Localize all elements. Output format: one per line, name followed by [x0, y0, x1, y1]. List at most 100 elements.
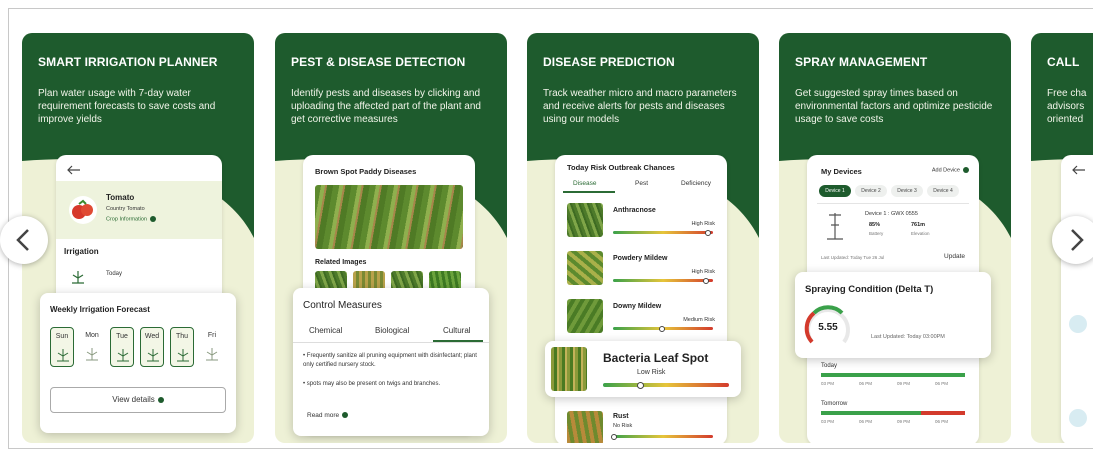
- elevation-value: 761m: [911, 222, 925, 228]
- screen-title: Brown Spot Paddy Diseases: [315, 167, 416, 176]
- time-label: 09 PM: [897, 419, 910, 424]
- read-more-link[interactable]: Read more: [307, 412, 348, 419]
- link-icon: [963, 167, 969, 173]
- popup-title: Weekly Irrigation Forecast: [50, 305, 150, 314]
- tomato-icon: [68, 195, 98, 225]
- crop-info-link[interactable]: Crop Information: [106, 216, 156, 222]
- card-description: Identify pests and diseases by clicking …: [291, 87, 491, 126]
- card-title: CALL: [1047, 55, 1079, 69]
- bullet-text: spots may also be present on twigs and b…: [307, 381, 440, 387]
- day-box[interactable]: Wed: [140, 327, 164, 367]
- disease-name: Rust: [613, 413, 629, 420]
- day-box[interactable]: Mon: [80, 327, 104, 367]
- add-device-link[interactable]: Add Device: [932, 167, 969, 173]
- battery-label: Battery: [869, 231, 883, 236]
- risk-bar: [613, 279, 713, 282]
- disease-name: Downy Mildew: [613, 303, 661, 310]
- day-box[interactable]: Thu: [170, 327, 194, 367]
- spray-bar: [821, 411, 921, 415]
- chat-avatar: [1069, 409, 1087, 427]
- risk-marker: [659, 326, 665, 332]
- day-icon: [146, 348, 160, 362]
- device-name: Device 1 : GWX 0555: [865, 211, 918, 217]
- feature-card[interactable]: SPRAY MANAGEMENT Get suggested spray tim…: [779, 33, 1011, 443]
- screen-title: My Devices: [821, 167, 862, 176]
- card-description: Get suggested spray times based on envir…: [795, 87, 995, 126]
- tab[interactable]: Chemical: [309, 326, 342, 335]
- disease-name: Anthracnose: [613, 207, 656, 214]
- last-updated: Last Updated: Today 03:00PM: [871, 334, 945, 340]
- chevron-left: [0, 216, 48, 264]
- feature-card[interactable]: SMART IRRIGATION PLANNER Plan water usag…: [22, 33, 254, 443]
- time-label: 03 PM: [821, 381, 834, 386]
- feature-card[interactable]: PEST & DISEASE DETECTION Identify pests …: [275, 33, 507, 443]
- time-label: 06 PM: [859, 381, 872, 386]
- disease-name: Bacteria Leaf Spot: [603, 351, 708, 365]
- risk-label: No Risk: [613, 423, 632, 429]
- screen-title: Today Risk Outbreak Chances: [567, 163, 675, 172]
- disease-name: Powdery Mildew: [613, 255, 667, 262]
- risk-label: High Risk: [691, 221, 715, 227]
- section-label: Irrigation: [64, 247, 99, 256]
- bullet: • spots may also be present on twigs and…: [303, 380, 453, 389]
- disease-image: [315, 185, 463, 249]
- day-box[interactable]: Tue: [110, 327, 134, 367]
- card-description: Track weather micro and macro parameters…: [543, 87, 743, 126]
- link-text: Crop Information: [106, 216, 147, 222]
- time-label: 06 PM: [859, 419, 872, 424]
- card-title: SPRAY MANAGEMENT: [795, 55, 927, 69]
- day-label: Today: [106, 271, 122, 277]
- back-arrow: [64, 163, 84, 177]
- link-icon: [150, 216, 156, 222]
- card-description: Plan water usage with 7-day water requir…: [38, 87, 238, 126]
- crop-name: Tomato: [106, 193, 134, 202]
- risk-label: Medium Risk: [683, 317, 715, 323]
- previous-button[interactable]: [0, 216, 48, 264]
- control-popup: Control Measures Chemical Biological Cul…: [293, 288, 489, 436]
- day-icon: [116, 348, 130, 362]
- tab-underline: [433, 340, 483, 342]
- day-box[interactable]: Sun: [50, 327, 74, 367]
- risk-bar: [613, 435, 713, 438]
- device-icon: [823, 211, 847, 241]
- time-label: 06 PM: [935, 419, 948, 424]
- disease-image: [567, 203, 603, 237]
- risk-marker: [703, 278, 709, 284]
- description-line: Free cha: [1047, 87, 1093, 100]
- popup-title: Control Measures: [303, 300, 382, 311]
- time-label: 03 PM: [821, 419, 834, 424]
- next-button[interactable]: [1052, 216, 1093, 264]
- divider: [817, 203, 969, 204]
- delta-t-value: 5.55: [813, 322, 843, 333]
- update-link[interactable]: Update: [944, 253, 965, 260]
- device-tab[interactable]: Device 1: [819, 185, 851, 197]
- device-tab[interactable]: Device 4: [927, 185, 959, 197]
- forecast-day: Tomorrow: [821, 401, 847, 407]
- tab[interactable]: Pest: [635, 180, 648, 187]
- disease-image: [567, 299, 603, 333]
- disease-image: [567, 251, 603, 285]
- carousel: SMART IRRIGATION PLANNER Plan water usag…: [0, 0, 1093, 455]
- tab[interactable]: Cultural: [443, 326, 471, 335]
- button-text: View details: [112, 395, 155, 404]
- tab[interactable]: Disease: [573, 180, 596, 187]
- tab[interactable]: Deficiency: [681, 180, 711, 187]
- day-name: Tue: [111, 333, 133, 340]
- page-body: SMART IRRIGATION PLANNER Plan water usag…: [0, 0, 1093, 455]
- day-name: Sun: [51, 333, 73, 340]
- day-name: Fri: [200, 332, 224, 339]
- spray-bar: [821, 373, 965, 377]
- feature-card[interactable]: DISEASE PREDICTION Track weather micro a…: [527, 33, 759, 443]
- risk-marker: [637, 382, 644, 389]
- day-box[interactable]: Fri: [200, 327, 224, 367]
- risk-marker: [611, 434, 617, 440]
- time-label: 09 PM: [897, 381, 910, 386]
- device-tab[interactable]: Device 3: [891, 185, 923, 197]
- day-icon: [176, 348, 190, 362]
- device-tab[interactable]: Device 2: [855, 185, 887, 197]
- risk-label: High Risk: [691, 269, 715, 275]
- tab[interactable]: Biological: [375, 326, 409, 335]
- time-label: 06 PM: [935, 381, 948, 386]
- day-name: Wed: [141, 333, 163, 340]
- view-details-button[interactable]: View details: [50, 387, 226, 413]
